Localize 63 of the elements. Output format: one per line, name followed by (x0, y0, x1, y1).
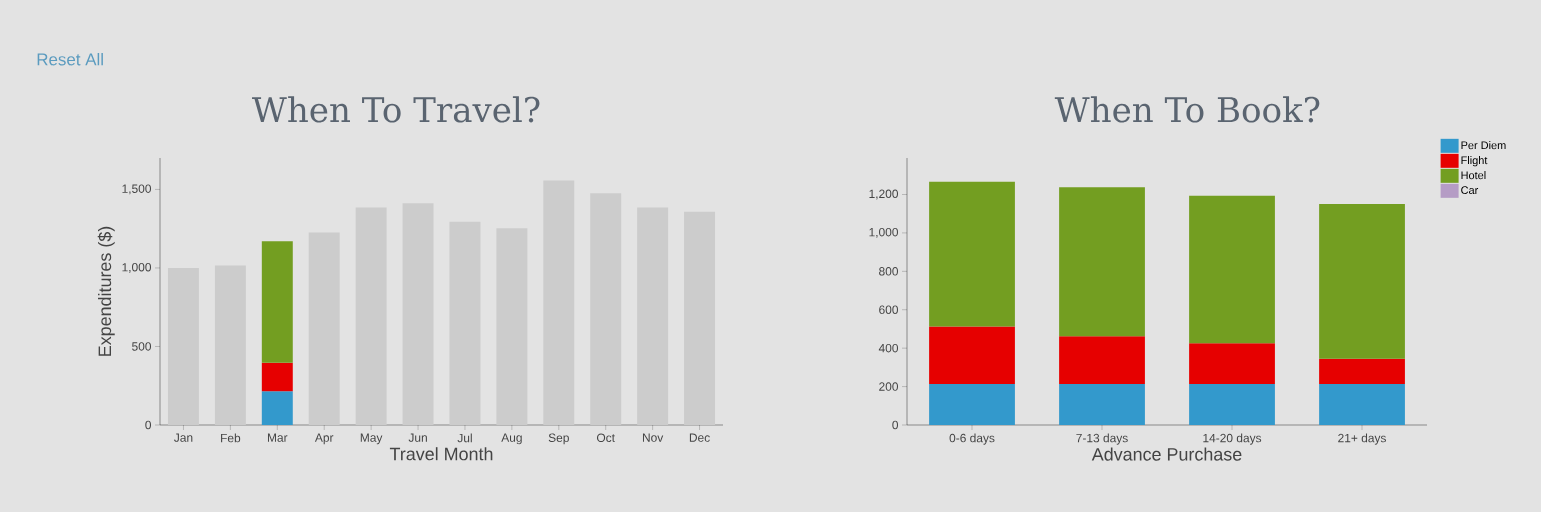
x-tick-label: 21+ days (1338, 433, 1386, 445)
y-tick-label: 200 (879, 382, 899, 391)
legend-label: Per Diem (1461, 141, 1506, 150)
legend-label: Flight (1461, 156, 1488, 167)
bar (214, 265, 246, 425)
bar (1059, 187, 1145, 337)
bar (929, 326, 1015, 385)
x-tick-label: Nov (642, 433, 664, 442)
y-tick-label: 500 (132, 342, 152, 351)
x-tick-label: Feb (221, 433, 241, 443)
bar (1319, 358, 1405, 385)
y-tick-label: 1,000 (122, 263, 152, 273)
bar (1189, 343, 1275, 385)
y-axis-title: Expenditures ($) (97, 226, 115, 356)
x-tick-label: May (360, 433, 383, 445)
bar (684, 211, 716, 425)
text: Reset All (37, 52, 103, 66)
bar (1189, 384, 1275, 425)
x-tick-label: Dec (689, 433, 710, 442)
x-axis-title: Advance Purchase (1091, 447, 1242, 461)
bar (355, 207, 387, 425)
bar (261, 362, 293, 392)
legend-label: Hotel (1461, 171, 1486, 180)
x-axis-title: Travel Month (389, 447, 493, 461)
x-tick-label: Oct (596, 433, 615, 442)
x-tick-label: 0-6 days (949, 433, 995, 445)
bar (929, 181, 1015, 327)
y-tick-label: 400 (878, 343, 899, 353)
legend-label: Car (1461, 186, 1479, 195)
bar (637, 207, 669, 425)
bar (496, 228, 528, 425)
bar (1189, 195, 1275, 344)
x-tick-label: Jan (174, 433, 193, 442)
y-tick-label: 1,500 (122, 184, 152, 195)
bar (1319, 384, 1405, 425)
bar (261, 241, 293, 363)
y-tick-label: 1,200 (869, 189, 899, 200)
y-tick-label: 0 (145, 420, 152, 430)
bar (167, 267, 199, 425)
x-tick-label: Jun (408, 433, 427, 442)
y-tick-label: 1,000 (869, 227, 899, 238)
x-tick-label: Apr (314, 433, 334, 445)
bar (1319, 204, 1405, 359)
x-tick-label: Mar (267, 433, 288, 442)
x-tick-label: Jul (457, 433, 472, 443)
chart-title: When To Book? (1054, 96, 1320, 123)
bar (261, 391, 293, 425)
x-tick-label: 14-20 days (1203, 433, 1262, 445)
bar (449, 221, 481, 425)
bar (1059, 336, 1145, 385)
x-tick-label: Aug (501, 433, 522, 445)
y-tick-label: 0 (892, 420, 899, 430)
bar (543, 180, 575, 425)
chart-title: When To Travel? (252, 96, 540, 123)
bar (1059, 384, 1145, 425)
y-tick-label: 600 (879, 305, 899, 314)
x-tick-label: Sep (548, 433, 569, 445)
bar (402, 203, 434, 425)
x-tick-label: 7-13 days (1076, 433, 1128, 445)
bar (308, 232, 340, 425)
bar (590, 193, 622, 425)
y-tick-label: 800 (879, 267, 899, 276)
bar (929, 384, 1015, 425)
